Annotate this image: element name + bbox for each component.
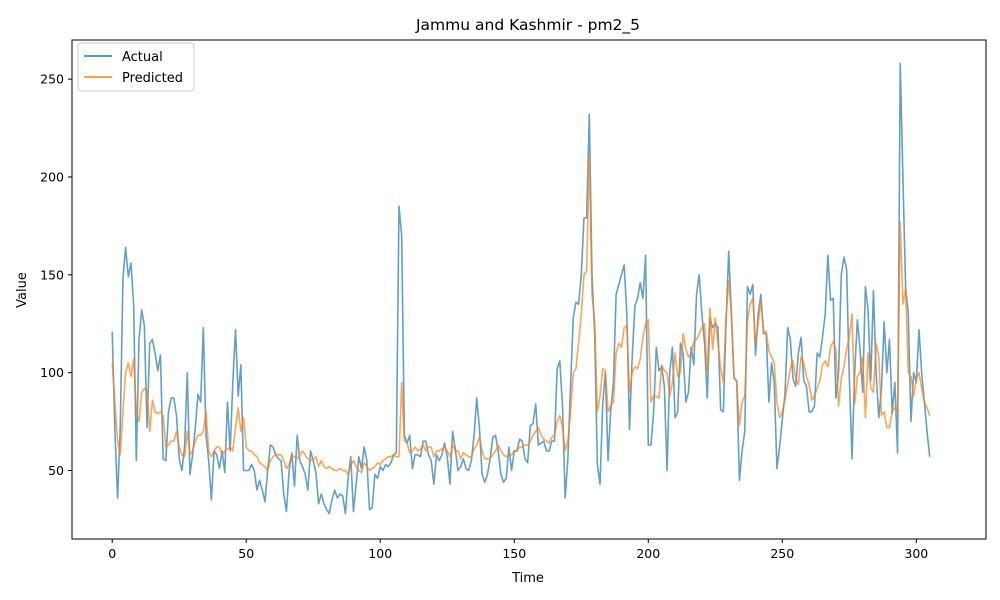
plot-frame xyxy=(71,39,987,540)
x-tick-label: 300 xyxy=(904,546,928,561)
y-tick-label: 200 xyxy=(40,169,64,184)
y-tick-label: 250 xyxy=(40,72,64,87)
x-tick-label: 100 xyxy=(368,546,392,561)
x-tick-label: 150 xyxy=(502,546,526,561)
y-tick-label: 50 xyxy=(48,463,64,478)
y-axis: 50 100 150 200 250 xyxy=(40,72,72,478)
y-tick-label: 150 xyxy=(40,267,64,282)
x-axis: 0 50 100 150 200 250 300 xyxy=(108,539,928,561)
legend-label-predicted: Predicted xyxy=(122,71,183,86)
x-tick-label: 200 xyxy=(636,546,660,561)
y-tick-label: 100 xyxy=(40,365,64,380)
x-tick-label: 250 xyxy=(770,546,794,561)
legend-label-actual: Actual xyxy=(122,50,163,65)
series-layer xyxy=(111,62,931,515)
y-axis-label: Value xyxy=(15,272,30,308)
x-axis-label: Time xyxy=(511,571,544,586)
chart-title: Jammu and Kashmir - pm2_5 xyxy=(415,16,640,35)
x-tick-label: 0 xyxy=(108,546,116,561)
x-tick-label: 50 xyxy=(238,546,254,561)
legend: Actual Predicted xyxy=(77,42,195,92)
plot-area: 0 50 100 150 200 250 300 50 100 150 200 250 xyxy=(40,39,987,561)
series-line-actual xyxy=(111,62,931,515)
series-line-predicted xyxy=(111,156,931,476)
